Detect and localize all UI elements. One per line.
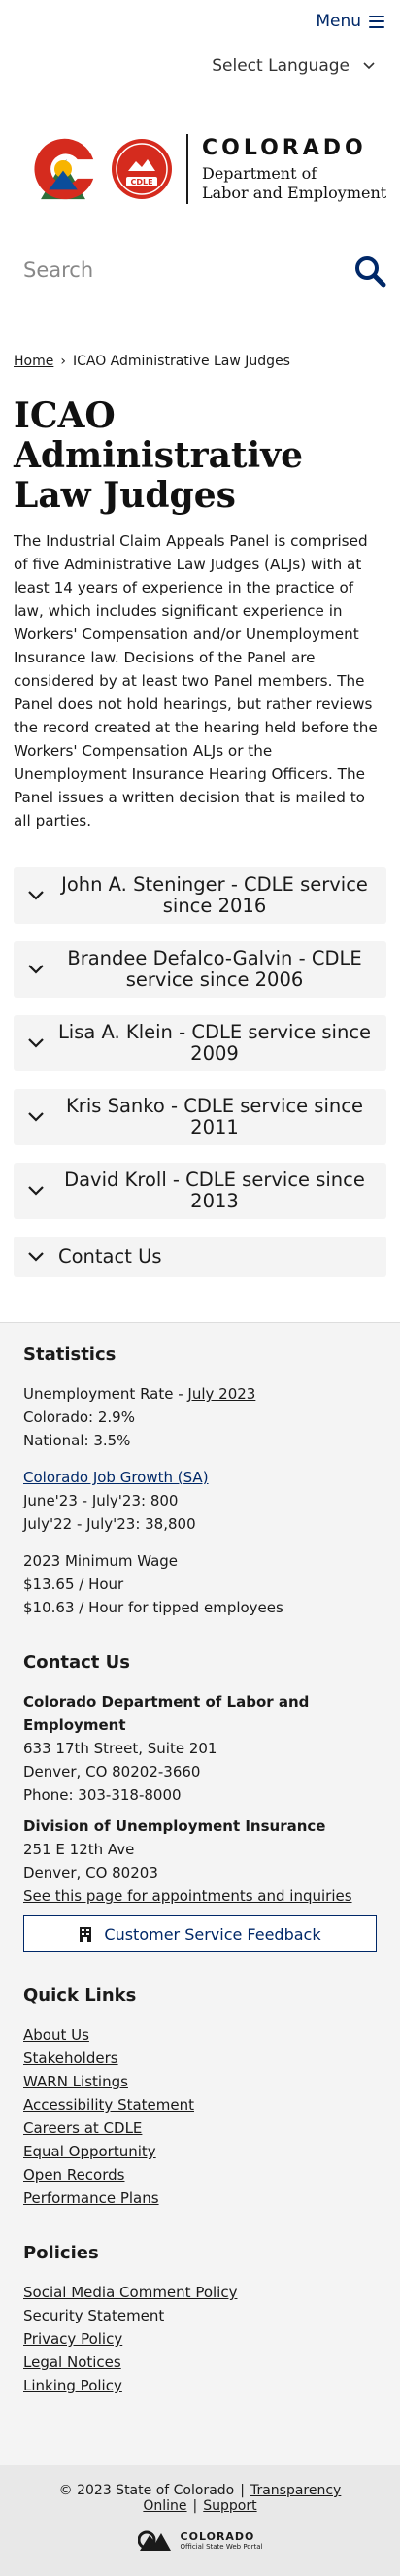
min-wage-tipped: $10.63 / Hour for tipped employees	[23, 1599, 283, 1616]
accordion-label: Lisa A. Klein - CDLE service since 2009	[57, 1021, 372, 1065]
logo-dept-line1: Department of	[202, 163, 317, 183]
logo-divider	[186, 134, 188, 204]
unemployment-date-link[interactable]: July 2023	[187, 1385, 256, 1403]
top-bar: Menu	[0, 0, 400, 51]
colorado-c-logo-icon	[34, 138, 94, 200]
min-wage-title: 2023 Minimum Wage	[23, 1552, 179, 1570]
logo-text: COLORADO Department of Labor and Employm…	[202, 136, 386, 203]
logo-state-name: COLORADO	[202, 135, 367, 160]
statistics-heading: Statistics	[23, 1344, 117, 1365]
accordion-list: John A. Steninger - CDLE service since 2…	[14, 867, 386, 1277]
colorado-rate: Colorado: 2.9%	[23, 1408, 135, 1426]
min-wage-standard: $13.65 / Hour	[23, 1576, 124, 1593]
job-growth-link[interactable]: Colorado Job Growth (SA)	[23, 1469, 209, 1486]
chevron-down-icon	[28, 965, 44, 974]
chevron-down-icon	[28, 1252, 44, 1262]
main-content: ICAO Administrative Law Judges The Indus…	[0, 396, 400, 1277]
search-input[interactable]	[23, 258, 334, 282]
statistics-section: Statistics Unemployment Rate - July 2023…	[23, 1344, 377, 1619]
breadcrumb-current: ICAO Administrative Law Judges	[72, 354, 290, 369]
chevron-down-icon	[28, 1186, 44, 1196]
quick-link-open-records[interactable]: Open Records	[23, 2166, 125, 2184]
page-title: ICAO Administrative Law Judges	[14, 395, 304, 516]
menu-button[interactable]: Menu	[316, 12, 384, 31]
national-rate: National: 3.5%	[23, 1432, 131, 1449]
building-icon	[80, 1927, 92, 1942]
ui-division-name: Division of Unemployment Insurance	[23, 1817, 326, 1835]
search-icon[interactable]	[353, 254, 386, 288]
svg-text:CDLE: CDLE	[130, 178, 152, 186]
portal-name: COLORADO	[180, 2529, 255, 2543]
org-address-line1: 633 17th Street, Suite 201	[23, 1740, 217, 1757]
chevron-down-icon	[28, 891, 44, 900]
contact-section: Contact Us Colorado Department of Labor …	[23, 1652, 377, 1952]
quick-link-performance-plans[interactable]: Performance Plans	[23, 2189, 159, 2207]
org-address-line2: Denver, CO 80202-3660	[23, 1763, 201, 1780]
state-portal-logo[interactable]: COLORADO Official State Web Portal	[137, 2527, 263, 2553]
site-footer: Statistics Unemployment Rate - July 2023…	[0, 1322, 400, 2465]
quick-link-careers[interactable]: Careers at CDLE	[23, 2119, 143, 2137]
accordion-label: Kris Sanko - CDLE service since 2011	[66, 1095, 363, 1138]
customer-feedback-button[interactable]: Customer Service Feedback	[23, 1915, 377, 1952]
policies-heading: Policies	[23, 2243, 99, 2263]
portal-subtitle: Official State Web Portal	[180, 2542, 263, 2551]
accordion-steninger[interactable]: John A. Steninger - CDLE service since 2…	[14, 867, 386, 924]
quick-link-about-us[interactable]: About Us	[23, 2026, 89, 2044]
breadcrumb-separator: ›	[60, 354, 66, 369]
quick-link-warn-listings[interactable]: WARN Listings	[23, 2073, 128, 2090]
policy-linking[interactable]: Linking Policy	[23, 2377, 122, 2394]
policy-social-media[interactable]: Social Media Comment Policy	[23, 2284, 238, 2301]
accordion-label: John A. Steninger - CDLE service since 2…	[61, 873, 368, 917]
copyright-text: © 2023 State of Colorado	[58, 2483, 235, 2498]
support-link[interactable]: Support	[203, 2498, 257, 2514]
language-bar: Select Language	[0, 51, 400, 91]
chevron-down-icon	[28, 1112, 44, 1122]
menu-label: Menu	[316, 12, 361, 31]
quick-link-stakeholders[interactable]: Stakeholders	[23, 2050, 118, 2067]
ui-address-line2: Denver, CO 80203	[23, 1864, 158, 1881]
job-growth-month: June'23 - July'23: 800	[23, 1492, 179, 1509]
org-name: Colorado Department of Labor and Employm…	[23, 1693, 310, 1734]
accordion-defalco-galvin[interactable]: Brandee Defalco-Galvin - CDLE service si…	[14, 941, 386, 998]
chevron-down-icon	[28, 1038, 44, 1048]
quick-link-accessibility[interactable]: Accessibility Statement	[23, 2096, 195, 2114]
quick-link-equal-opportunity[interactable]: Equal Opportunity	[23, 2143, 156, 2160]
contact-heading: Contact Us	[23, 1652, 131, 1673]
breadcrumb-home-link[interactable]: Home	[14, 354, 54, 369]
accordion-contact-us[interactable]: Contact Us	[14, 1237, 386, 1277]
policy-legal-notices[interactable]: Legal Notices	[23, 2354, 121, 2371]
intro-paragraph: The Industrial Claim Appeals Panel is co…	[14, 532, 378, 830]
appointments-link[interactable]: See this page for appointments and inqui…	[23, 1887, 352, 1905]
accordion-kroll[interactable]: David Kroll - CDLE service since 2013	[14, 1163, 386, 1219]
hamburger-icon	[369, 15, 384, 28]
cdle-seal-icon: CDLE	[112, 139, 172, 199]
accordion-klein[interactable]: Lisa A. Klein - CDLE service since 2009	[14, 1015, 386, 1071]
job-growth-year: July'22 - July'23: 38,800	[23, 1515, 196, 1533]
language-select[interactable]: Select Language	[212, 56, 375, 76]
accordion-sanko[interactable]: Kris Sanko - CDLE service since 2011	[14, 1089, 386, 1145]
feedback-label: Customer Service Feedback	[104, 1924, 321, 1944]
transparency-link[interactable]: Transparency Online	[143, 2483, 342, 2514]
policy-security[interactable]: Security Statement	[23, 2307, 165, 2324]
search-bar	[0, 247, 400, 340]
unemployment-rate-label: Unemployment Rate -	[23, 1385, 188, 1403]
quick-links-section: Quick Links About Us Stakeholders WARN L…	[23, 1985, 377, 2210]
logo-dept-line2: Labor and Employment	[202, 183, 387, 202]
cdle-logo[interactable]: CDLE COLORADO Department of Labor and Em…	[0, 91, 400, 247]
colorado-portal-icon	[137, 2530, 171, 2551]
chevron-down-icon	[363, 62, 375, 70]
quick-links-heading: Quick Links	[23, 1985, 137, 2006]
policy-privacy[interactable]: Privacy Policy	[23, 2330, 123, 2348]
policies-section: Policies Social Media Comment Policy Sec…	[23, 2243, 377, 2397]
ui-address-line1: 251 E 12th Ave	[23, 1841, 135, 1858]
accordion-label: Brandee Defalco-Galvin - CDLE service si…	[67, 947, 362, 991]
accordion-label: Contact Us	[58, 1245, 162, 1268]
bottom-bar: © 2023 State of Colorado | Transparency On…	[0, 2465, 400, 2576]
org-phone: Phone: 303-318-8000	[23, 1786, 182, 1804]
language-label: Select Language	[212, 56, 350, 76]
breadcrumb: Home › ICAO Administrative Law Judges	[0, 340, 400, 383]
accordion-label: David Kroll - CDLE service since 2013	[64, 1169, 365, 1212]
